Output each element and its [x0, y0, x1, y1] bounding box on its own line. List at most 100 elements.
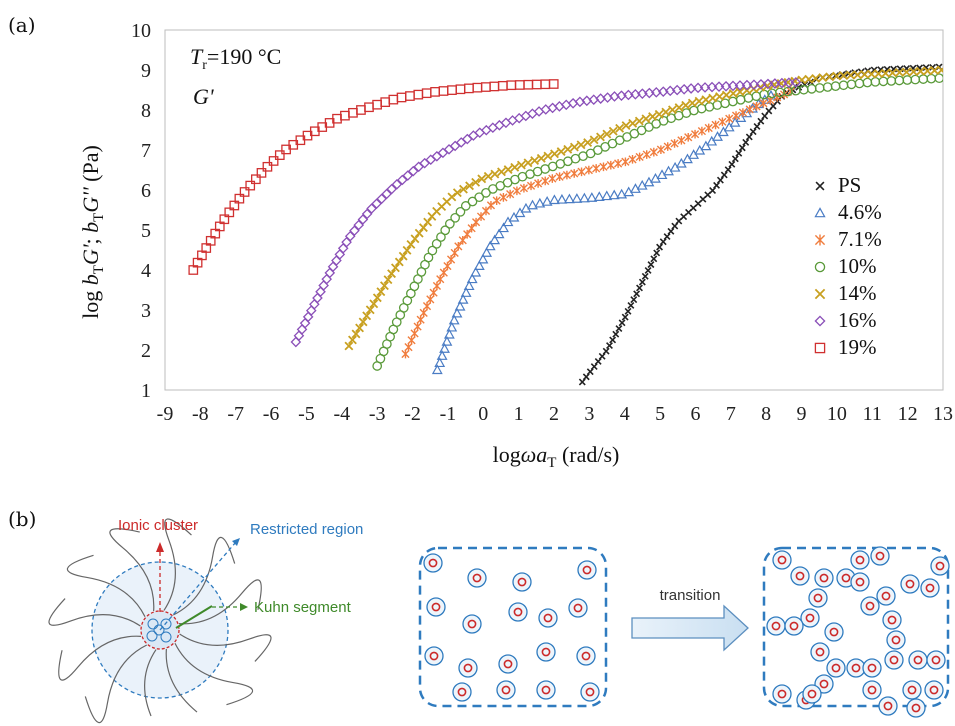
data-point — [735, 87, 745, 97]
data-point — [681, 100, 691, 110]
restricted-shell — [577, 560, 597, 580]
x-axis-omega: ωa — [521, 442, 548, 467]
ionic-core — [777, 689, 787, 699]
ionic-core — [541, 685, 551, 695]
ionic-cluster-label: Ionic cluster — [118, 517, 198, 534]
data-point — [656, 145, 665, 154]
data-point — [650, 255, 658, 263]
ionic-core — [789, 621, 799, 631]
y-axis-prefix: log — [78, 285, 103, 319]
legend-label: PS — [838, 173, 861, 197]
data-point — [361, 208, 373, 220]
y-tick-labels: 1 2 3 4 5 6 7 8 9 10 — [131, 20, 151, 402]
data-point — [697, 126, 706, 136]
data-point — [661, 107, 671, 117]
x-tick-label: 3 — [584, 403, 594, 425]
data-point — [489, 81, 500, 92]
legend-marker — [814, 342, 826, 354]
data-point — [635, 152, 644, 162]
y-axis-title: log bTG'; bTG'' (Pa) — [78, 145, 107, 319]
data-point — [642, 150, 651, 159]
data-point — [445, 218, 455, 229]
data-point — [888, 68, 897, 78]
data-point — [431, 238, 442, 249]
ionic-core — [815, 647, 825, 657]
ionic-core — [855, 555, 865, 565]
data-point — [614, 159, 623, 168]
data-point — [902, 75, 913, 85]
annotation-t-sub: r — [202, 58, 207, 73]
data-point — [312, 292, 323, 304]
y-tick-label: 9 — [141, 60, 151, 82]
data-point — [536, 153, 546, 163]
legend-marker — [814, 288, 826, 300]
data-point — [638, 278, 646, 286]
data-point — [846, 70, 856, 80]
data-point — [634, 116, 644, 126]
data-point — [825, 72, 835, 82]
x-tick-label: -6 — [263, 403, 280, 425]
data-point — [877, 66, 885, 74]
data-point — [531, 79, 542, 90]
ionic-core — [867, 685, 877, 695]
ionic-core — [841, 573, 851, 583]
data-point — [519, 183, 529, 193]
annotation-t: T — [190, 44, 204, 69]
data-point — [383, 275, 393, 285]
data-point — [436, 232, 446, 242]
data-markers — [188, 63, 943, 386]
data-point — [700, 140, 712, 151]
data-point — [497, 167, 506, 177]
x-tick-label: 7 — [726, 403, 736, 425]
data-point — [752, 102, 761, 111]
legend-marker — [814, 207, 826, 218]
data-point — [516, 160, 526, 170]
data-point — [916, 66, 925, 76]
legend-label: 14% — [838, 281, 877, 305]
data-point — [463, 280, 475, 291]
data-point — [512, 186, 522, 196]
ionic-core — [517, 577, 527, 587]
data-point — [878, 76, 889, 87]
data-point — [348, 107, 358, 118]
data-point — [455, 137, 467, 148]
data-point — [372, 293, 382, 303]
data-point — [472, 82, 483, 93]
ionic-core — [777, 555, 787, 565]
data-point — [586, 368, 594, 376]
data-point — [830, 81, 841, 91]
ionic-cluster-arrowhead — [156, 542, 164, 552]
data-point — [448, 314, 460, 325]
data-point — [467, 223, 476, 233]
ionic-core — [795, 571, 805, 581]
data-point — [467, 196, 478, 207]
polymer-chain — [172, 536, 236, 616]
data-point — [402, 245, 412, 255]
data-point — [656, 243, 664, 251]
data-point — [540, 79, 551, 90]
data-point — [224, 207, 235, 218]
y-tick-label: 4 — [141, 260, 151, 282]
data-point — [713, 181, 721, 189]
y-tick-label: 6 — [141, 180, 151, 202]
data-point — [749, 128, 757, 136]
data-point — [934, 73, 943, 84]
data-point — [738, 144, 746, 152]
restricted-shell — [580, 682, 600, 702]
data-point — [430, 87, 440, 97]
ionic-core — [935, 561, 945, 571]
data-point — [742, 138, 750, 146]
data-point — [627, 301, 635, 309]
data-point — [822, 82, 833, 92]
data-point — [443, 144, 455, 155]
data-point — [390, 263, 400, 273]
data-point — [443, 261, 452, 271]
data-point — [421, 88, 432, 99]
kuhn-segment-label: Kuhn segment — [254, 599, 352, 616]
dispersed-clusters — [423, 553, 600, 702]
x-tick-labels: -9 -8 -7 -6 -5 -4 -3 -2 -1 0 1 2 3 4 5 6 7 8 9 10 11 12 13 — [157, 403, 953, 425]
data-point — [636, 284, 643, 292]
ionic-core — [771, 621, 781, 631]
data-point — [644, 266, 652, 274]
